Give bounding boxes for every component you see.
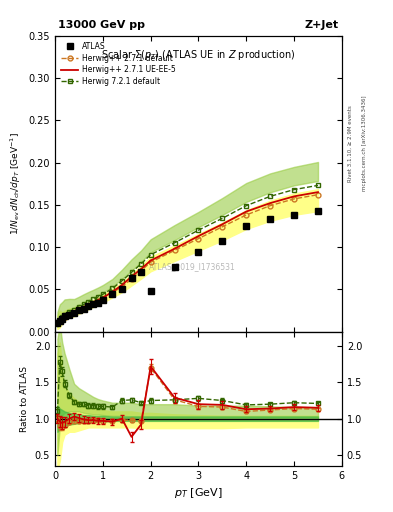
Text: Z+Jet: Z+Jet — [305, 20, 339, 30]
Text: ATLAS_2019_I1736531: ATLAS_2019_I1736531 — [149, 262, 236, 271]
Y-axis label: Ratio to ATLAS: Ratio to ATLAS — [20, 366, 29, 432]
Text: mcplots.cern.ch [arXiv:1306.3436]: mcplots.cern.ch [arXiv:1306.3436] — [362, 96, 367, 191]
X-axis label: $p_T$ [GeV]: $p_T$ [GeV] — [174, 486, 223, 500]
Text: Scalar $\Sigma(p_T)$ (ATLAS UE in $Z$ production): Scalar $\Sigma(p_T)$ (ATLAS UE in $Z$ pr… — [101, 48, 296, 61]
Y-axis label: $1/N_\mathrm{ev}\,dN_\mathrm{ch}/dp_T\ [\mathrm{GeV}^{-1}]$: $1/N_\mathrm{ev}\,dN_\mathrm{ch}/dp_T\ [… — [9, 132, 23, 235]
Text: Rivet 3.1.10, ≥ 2.9M events: Rivet 3.1.10, ≥ 2.9M events — [348, 105, 353, 182]
Text: 13000 GeV pp: 13000 GeV pp — [58, 20, 145, 30]
Legend: ATLAS, Herwig++ 2.7.1 default, Herwig++ 2.7.1 UE-EE-5, Herwig 7.2.1 default: ATLAS, Herwig++ 2.7.1 default, Herwig++ … — [59, 39, 178, 88]
